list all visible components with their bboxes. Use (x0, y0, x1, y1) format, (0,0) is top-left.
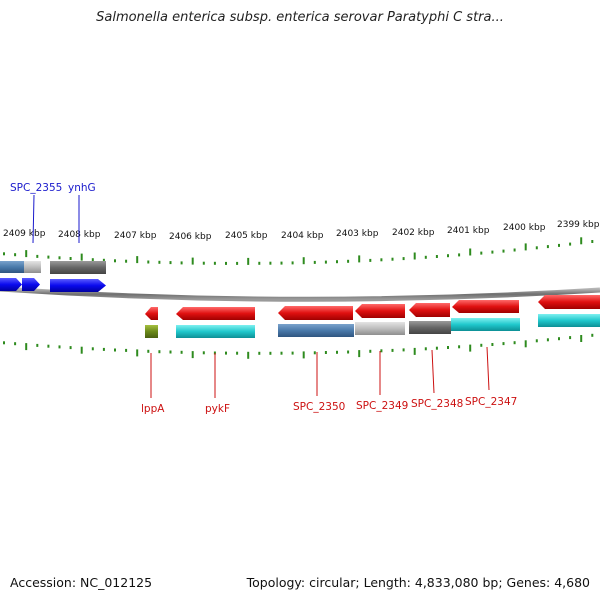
gene-label-group[interactable]: SPC_2347 (465, 346, 517, 408)
gene-arrow-reverse[interactable] (409, 303, 450, 317)
gene-label-group[interactable]: SPC_2348 (411, 349, 463, 410)
gene-label-group[interactable]: pykF (205, 353, 230, 415)
accession-label: Accession: NC_012125 (10, 575, 153, 590)
gene-label-group[interactable]: lppA (141, 353, 165, 415)
ruler-label: 2402 kbp (392, 228, 435, 238)
ruler-labels: 2409 kbp 2408 kbp 2407 kbp 2406 kbp 2405… (3, 220, 600, 242)
cog-block[interactable] (145, 325, 158, 338)
genome-summary: Topology: circular; Length: 4,833,080 bp… (246, 575, 590, 590)
gene-label-leader (32, 194, 35, 244)
genome-backbone (0, 286, 600, 302)
gene-arrow-reverse[interactable] (355, 304, 405, 318)
gene-label: SPC_2355 (10, 182, 62, 194)
cog-block[interactable] (538, 314, 600, 327)
gene-arrow-forward[interactable] (0, 278, 22, 291)
gene-arrow-reverse[interactable] (452, 300, 519, 313)
gene-label-group[interactable]: ynhG (68, 182, 96, 243)
gene-label-leader (486, 346, 490, 391)
gene-label-group[interactable]: SPC_2350 (293, 352, 345, 413)
ruler-label: 2407 kbp (114, 231, 157, 241)
gene-arrow-reverse[interactable] (176, 307, 255, 320)
ruler-label: 2409 kbp (3, 229, 46, 239)
cog-block[interactable] (409, 321, 451, 334)
cog-block[interactable] (451, 318, 520, 331)
map-title: Salmonella enterica subsp. enterica sero… (96, 10, 504, 25)
cog-block[interactable] (0, 261, 24, 273)
gene-arrow-reverse[interactable] (145, 307, 158, 320)
ruler-label: 2399 kbp (557, 220, 600, 230)
gene-label: SPC_2347 (465, 396, 517, 408)
gene-label-group[interactable]: SPC_2355 (10, 182, 62, 244)
gene-label: SPC_2348 (411, 398, 463, 410)
gene-label-leader (431, 349, 435, 394)
gene-label: SPC_2350 (293, 401, 345, 413)
gene-label: lppA (141, 403, 165, 415)
cog-block[interactable] (50, 261, 106, 274)
gene-arrow-forward[interactable] (50, 279, 106, 292)
gene-label-group[interactable]: SPC_2349 (356, 351, 408, 412)
gene-arrow-forward[interactable] (22, 278, 40, 291)
gene-arrow-reverse[interactable] (538, 295, 600, 309)
ruler-label: 2406 kbp (169, 232, 212, 242)
cog-block[interactable] (278, 324, 354, 337)
ruler-label: 2404 kbp (281, 231, 324, 241)
ruler-label: 2405 kbp (225, 231, 268, 241)
gene-label: pykF (205, 403, 230, 415)
cog-block[interactable] (24, 261, 41, 273)
cog-block[interactable] (176, 325, 255, 338)
ruler-label: 2403 kbp (336, 229, 379, 239)
ruler-ticks-bottom (3, 333, 594, 359)
gene-label: ynhG (68, 182, 96, 194)
ruler-label: 2400 kbp (503, 223, 546, 233)
gene-label: SPC_2349 (356, 400, 408, 412)
ruler-label: 2401 kbp (447, 226, 490, 236)
ruler-ticks-top (3, 237, 594, 265)
gene-arrow-reverse[interactable] (278, 306, 353, 320)
cog-block[interactable] (355, 322, 405, 335)
